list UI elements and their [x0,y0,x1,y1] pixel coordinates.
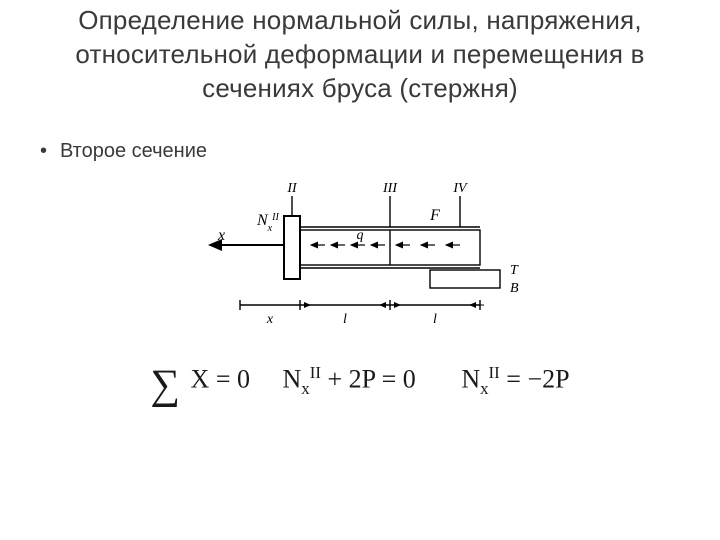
svg-text:II: II [286,181,298,196]
beam-diagram: qFIIIIIIVxNxIIxllTB [190,170,530,340]
sigma-symbol: ∑ [150,360,184,408]
svg-text:T: T [510,263,519,278]
eq-term2: + 2P = 0 [321,365,416,394]
beam-diagram-wrap: qFIIIIIIVxNxIIxllTB [0,170,720,345]
svg-text:B: B [510,281,519,296]
eq-N2: N [461,365,480,394]
svg-text:l: l [343,312,347,327]
eq-rhs: = −2P [500,365,570,394]
svg-text:NxII: NxII [256,212,279,234]
svg-text:F: F [429,207,440,224]
slide-title: Определение нормальной силы, напряжения,… [0,4,720,105]
eq-sum-label: X = 0 [191,365,250,394]
svg-text:III: III [382,181,398,196]
svg-text:l: l [433,312,437,327]
eq-N1-sub: x [301,379,309,398]
svg-text:x: x [217,227,225,244]
eq-N1: N [283,365,302,394]
svg-text:x: x [266,312,274,327]
eq-N1-sup: II [310,363,321,382]
svg-text:q: q [357,228,364,243]
bullet-second-section: Второе сечение [0,140,207,163]
eq-N2-sub: x [480,379,488,398]
eq-N2-sup: II [489,363,500,382]
svg-text:IV: IV [452,181,468,196]
equilibrium-equation: ∑ X = 0 NxII + 2P = 0 NxII = −2P [0,360,720,408]
